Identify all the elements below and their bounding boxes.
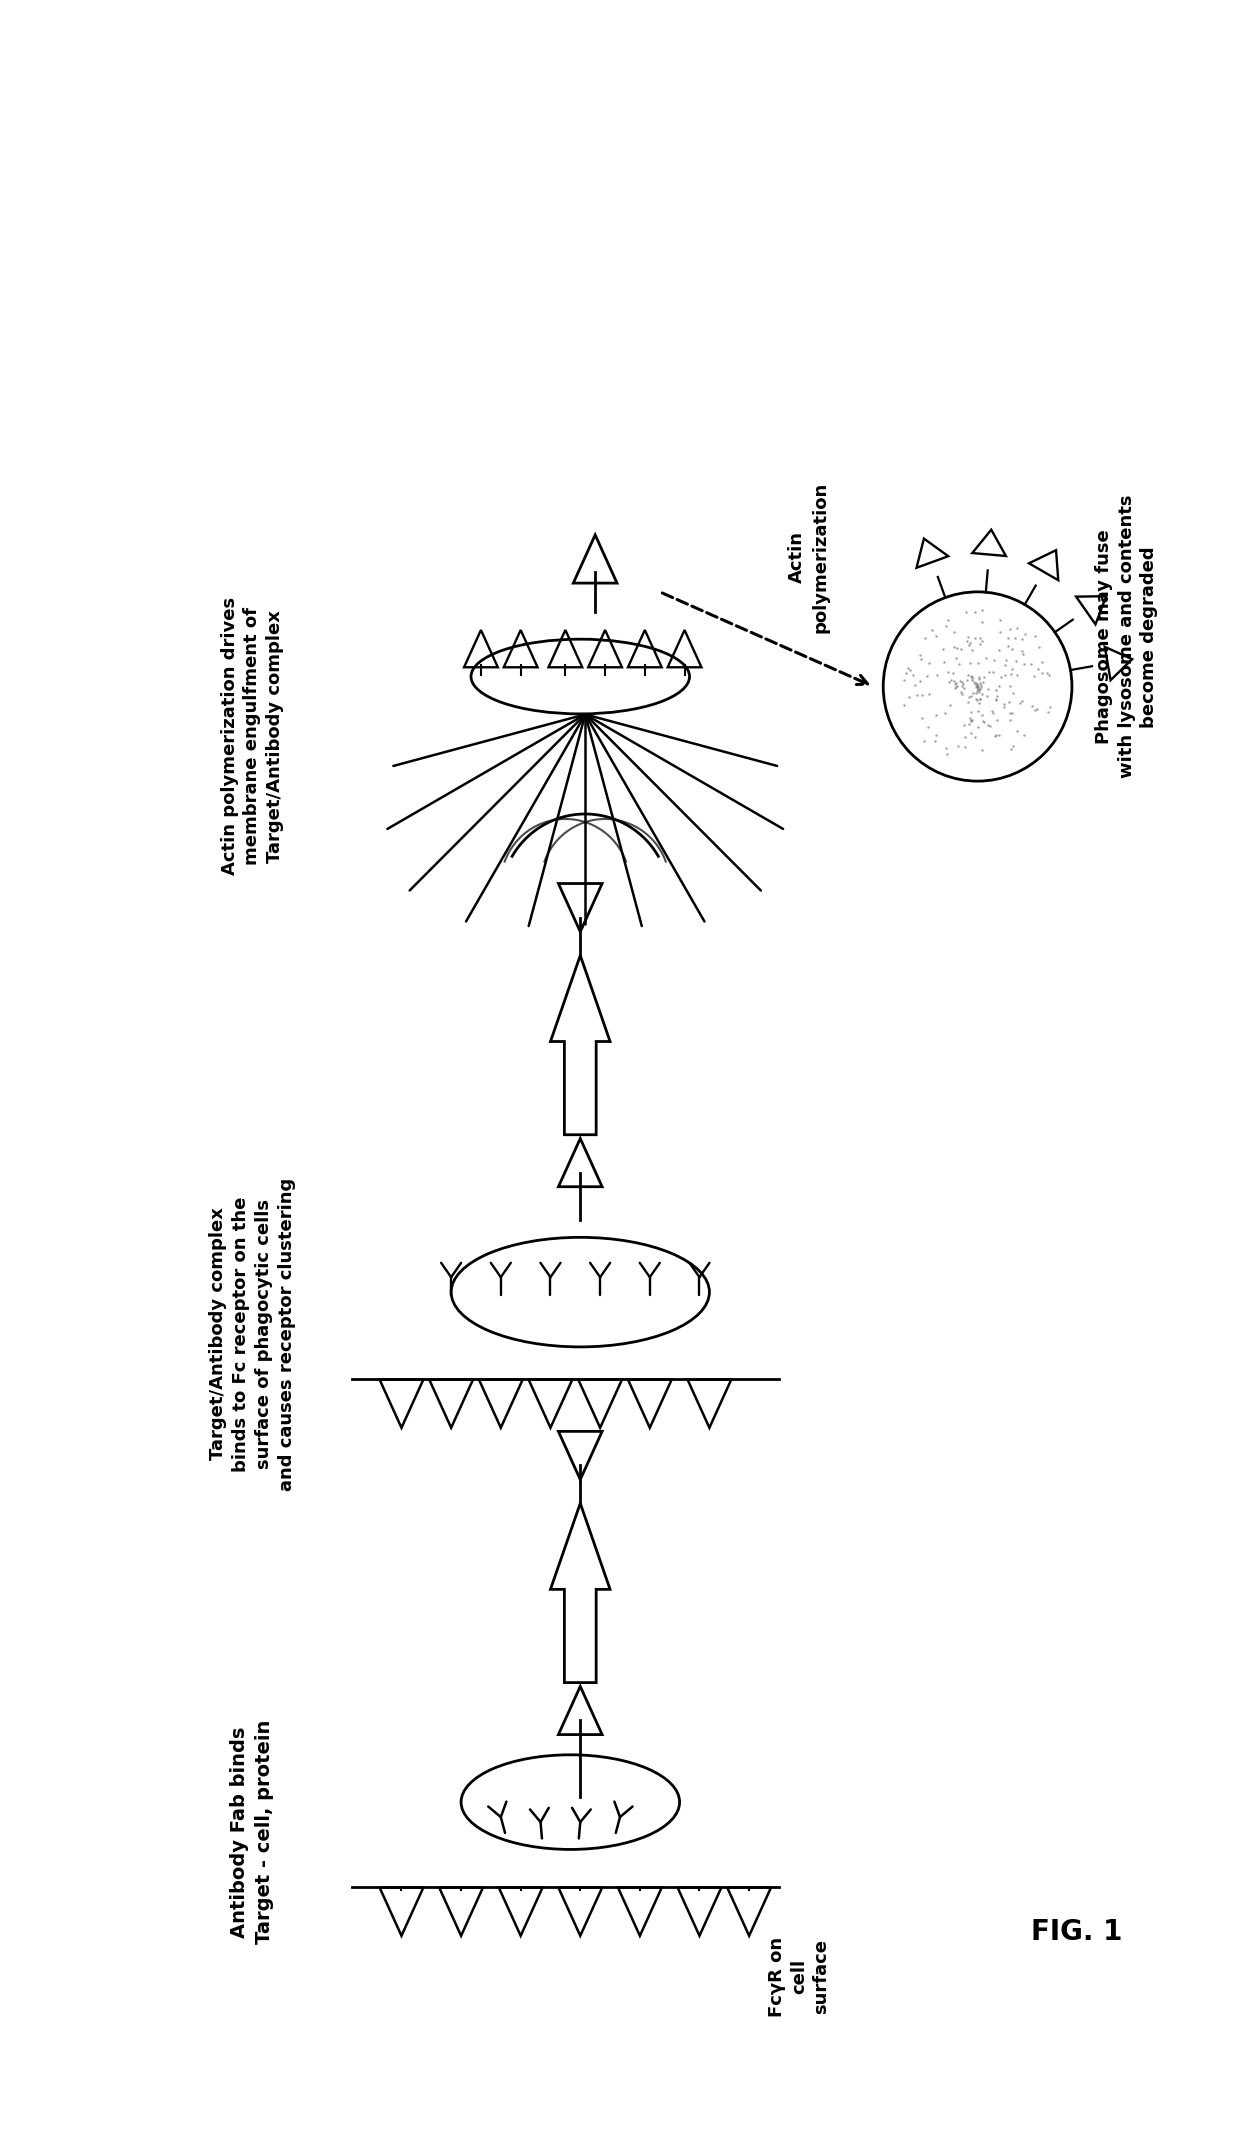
Text: FcγR on
cell
surface: FcγR on cell surface [768, 1936, 830, 2018]
Text: Phagosome may fuse
with lysosome and contents
become degraded: Phagosome may fuse with lysosome and con… [1095, 495, 1158, 779]
Text: FIG. 1: FIG. 1 [1032, 1917, 1122, 1945]
Text: Target/Antibody complex
binds to Fc receptor on the
surface of phagocytic cells
: Target/Antibody complex binds to Fc rece… [210, 1176, 296, 1490]
Text: Actin
polymerization: Actin polymerization [787, 480, 830, 632]
Text: Actin polymerization drives
membrane engulfment of
Target/Antibody complex: Actin polymerization drives membrane eng… [221, 598, 284, 875]
Polygon shape [551, 956, 610, 1134]
Text: Antibody Fab binds
Target - cell, protein: Antibody Fab binds Target - cell, protei… [231, 1721, 274, 1945]
Polygon shape [551, 1503, 610, 1682]
